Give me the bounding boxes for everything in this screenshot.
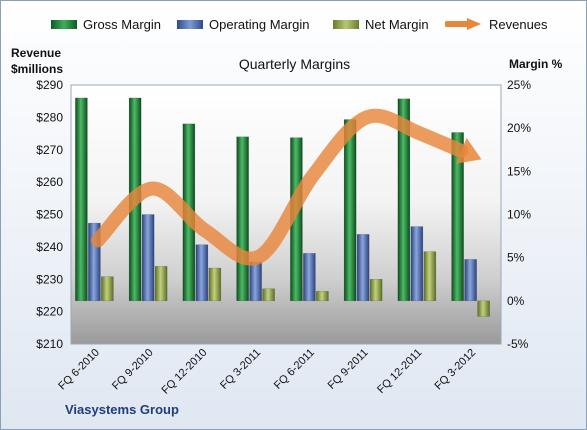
operating-margin-bar xyxy=(195,244,209,302)
net-margin-bar xyxy=(101,276,114,302)
x-tick-label: FQ 6-2011 xyxy=(272,347,317,392)
x-tick-label: FQ 3-2011 xyxy=(218,347,263,392)
left-tick-label: $220 xyxy=(36,305,63,319)
left-tick-label: $250 xyxy=(36,208,63,222)
right-tick-label: 10% xyxy=(507,208,531,222)
legend-label-gross-margin: Gross Margin xyxy=(83,16,162,32)
operating-margin-bar xyxy=(303,253,316,302)
legend-label-operating-margin: Operating Margin xyxy=(209,16,310,32)
operating-margin-bar xyxy=(141,214,155,302)
x-tick-label: FQ 9-2010 xyxy=(110,347,156,393)
revenue-arrowhead xyxy=(455,137,482,164)
x-tick-label: FQ 12-2010 xyxy=(160,347,210,397)
x-tick-label: FQ 3-2012 xyxy=(433,347,479,393)
operating-margin-bar xyxy=(356,234,370,302)
x-tick-label: FQ 9-2011 xyxy=(326,347,371,392)
legend-item-revenues: Revenues xyxy=(445,14,548,34)
legend-item-gross-margin: Gross Margin xyxy=(51,14,161,34)
gross-margin-bar xyxy=(397,98,411,302)
right-tick-label: 5% xyxy=(507,251,525,265)
chart-title: Quarterly Margins xyxy=(238,56,351,72)
right-axis-label: Margin % xyxy=(509,57,563,71)
company-name: Viasystems Group xyxy=(65,402,179,417)
right-tick-label: 20% xyxy=(507,121,531,135)
gross-margin-bar xyxy=(343,119,357,302)
legend-swatch-revenues xyxy=(445,18,483,30)
right-tick-label: -5% xyxy=(507,337,529,351)
net-margin-bar xyxy=(423,251,437,302)
left-tick-label: $270 xyxy=(36,143,63,157)
right-tick-label: 15% xyxy=(507,164,531,178)
net-margin-bar xyxy=(477,300,490,317)
legend-swatch-net-margin xyxy=(333,19,359,29)
x-tick-label: FQ 12-2011 xyxy=(375,347,424,396)
revenue-line xyxy=(90,108,469,266)
left-tick-label: $230 xyxy=(36,272,63,286)
net-margin-bar xyxy=(316,291,329,302)
left-tick-label: $260 xyxy=(36,175,63,189)
left-tick-label: $240 xyxy=(36,240,63,254)
operating-margin-bar xyxy=(464,259,477,302)
right-tick-label: 0% xyxy=(507,294,525,308)
net-margin-bar xyxy=(369,279,383,302)
gross-margin-bar xyxy=(236,136,249,302)
gross-margin-bar xyxy=(451,132,464,302)
legend-item-operating-margin: Operating Margin xyxy=(177,14,309,34)
left-tick-label: $290 xyxy=(36,78,63,92)
x-tick-label: FQ 6-2010 xyxy=(56,347,102,393)
gross-margin-bar xyxy=(75,97,88,302)
left-tick-label: $210 xyxy=(36,337,63,351)
left-tick-label: $280 xyxy=(36,110,63,124)
right-tick-label: 25% xyxy=(507,78,531,92)
operating-margin-bar xyxy=(410,226,424,302)
legend: Gross Margin Operating Margin Net Margin… xyxy=(51,14,581,34)
net-margin-bar xyxy=(208,267,222,302)
legend-label-net-margin: Net Margin xyxy=(365,16,429,32)
left-axis-label: Revenue $millions xyxy=(11,46,64,76)
legend-item-net-margin: Net Margin xyxy=(333,14,429,34)
net-margin-bar xyxy=(262,288,275,302)
operating-margin-bar xyxy=(249,261,262,302)
legend-swatch-operating-margin xyxy=(177,19,203,29)
legend-label-revenues: Revenues xyxy=(489,16,548,32)
net-margin-bar xyxy=(154,266,168,302)
legend-swatch-gross-margin xyxy=(51,19,77,29)
